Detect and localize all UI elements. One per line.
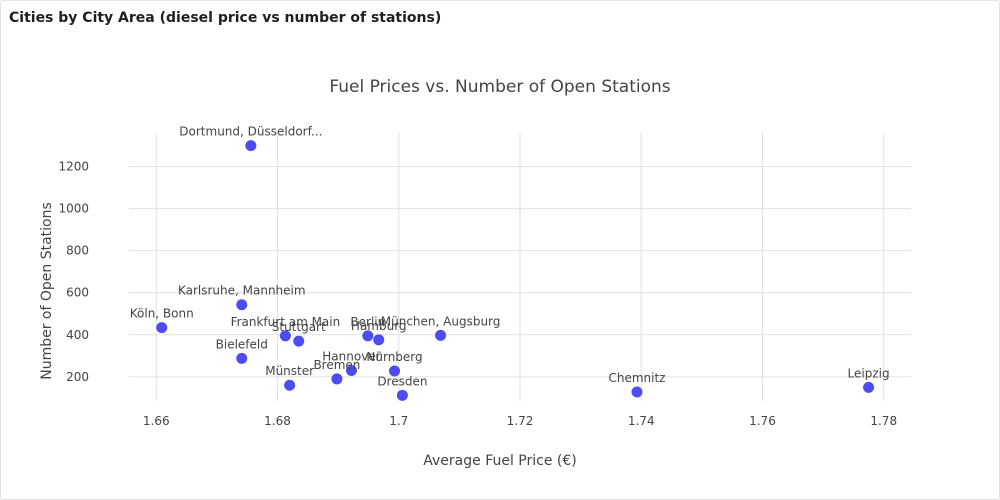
data-point-label: Dresden [377, 374, 427, 388]
data-point[interactable] [236, 299, 248, 311]
data-point-label: Köln, Bonn [130, 307, 194, 321]
x-tick-label: 1.72 [507, 414, 534, 428]
y-tick-label: 400 [66, 328, 89, 342]
data-point-label: Chemnitz [608, 371, 665, 385]
data-point-label: Frankfurt am Main [231, 315, 341, 329]
x-tick-label: 1.78 [870, 414, 897, 428]
data-point-label: Münster [265, 364, 314, 378]
data-point[interactable] [293, 335, 305, 347]
data-point-label: Leipzig [848, 366, 890, 380]
chart-title: Fuel Prices vs. Number of Open Stations [329, 77, 670, 97]
grid-layer [129, 133, 911, 401]
point-layer [156, 140, 875, 401]
x-tick-label: 1.68 [264, 414, 291, 428]
data-point[interactable] [435, 329, 447, 341]
y-tick-label: 1000 [58, 202, 89, 216]
x-tick-label: 1.7 [389, 414, 408, 428]
data-point-label: Bielefeld [216, 337, 268, 351]
data-point-label: Bremen [313, 358, 360, 372]
y-tick-label: 200 [66, 370, 89, 384]
x-axis-title: Average Fuel Price (€) [423, 453, 577, 469]
data-point[interactable] [863, 381, 875, 393]
data-point-label: Hamburg [351, 319, 407, 333]
data-point[interactable] [284, 379, 296, 391]
x-tick-label: 1.74 [628, 414, 655, 428]
data-point[interactable] [362, 330, 374, 342]
data-point-label: Hannover [322, 350, 380, 364]
data-point-label: Stuttgart [272, 320, 326, 334]
data-point[interactable] [389, 365, 401, 377]
data-point-label: Nürnberg [366, 350, 422, 364]
data-point[interactable] [279, 330, 291, 342]
data-point[interactable] [396, 389, 408, 401]
data-point-label: Dortmund, Düsseldorf... [179, 125, 322, 139]
data-point-label: München, Augsburg [381, 314, 501, 328]
data-point-label: Berlin [350, 315, 385, 329]
x-tick-label: 1.76 [749, 414, 776, 428]
data-point[interactable] [236, 352, 248, 364]
data-point[interactable] [631, 386, 643, 398]
data-point[interactable] [245, 140, 257, 152]
label-layer: Dortmund, Düsseldorf... Karlsruhe, Mannhe… [130, 125, 890, 389]
y-tick-label: 800 [66, 244, 89, 258]
panel-title: Cities by City Area (diesel price vs num… [9, 10, 442, 26]
y-tick-label: 1200 [58, 160, 89, 174]
y-axis-title: Number of Open Stations [39, 202, 55, 380]
data-point-label: Karlsruhe, Mannheim [178, 284, 306, 298]
axis-layer: 1.66 1.68 1.7 1.72 1.74 1.76 1.78 200 400 600 800 1… [58, 160, 897, 428]
data-point[interactable] [373, 334, 385, 346]
data-point[interactable] [345, 365, 357, 377]
x-tick-label: 1.66 [143, 414, 170, 428]
data-point[interactable] [156, 322, 168, 334]
data-point[interactable] [331, 373, 343, 385]
y-tick-label: 600 [66, 286, 89, 300]
